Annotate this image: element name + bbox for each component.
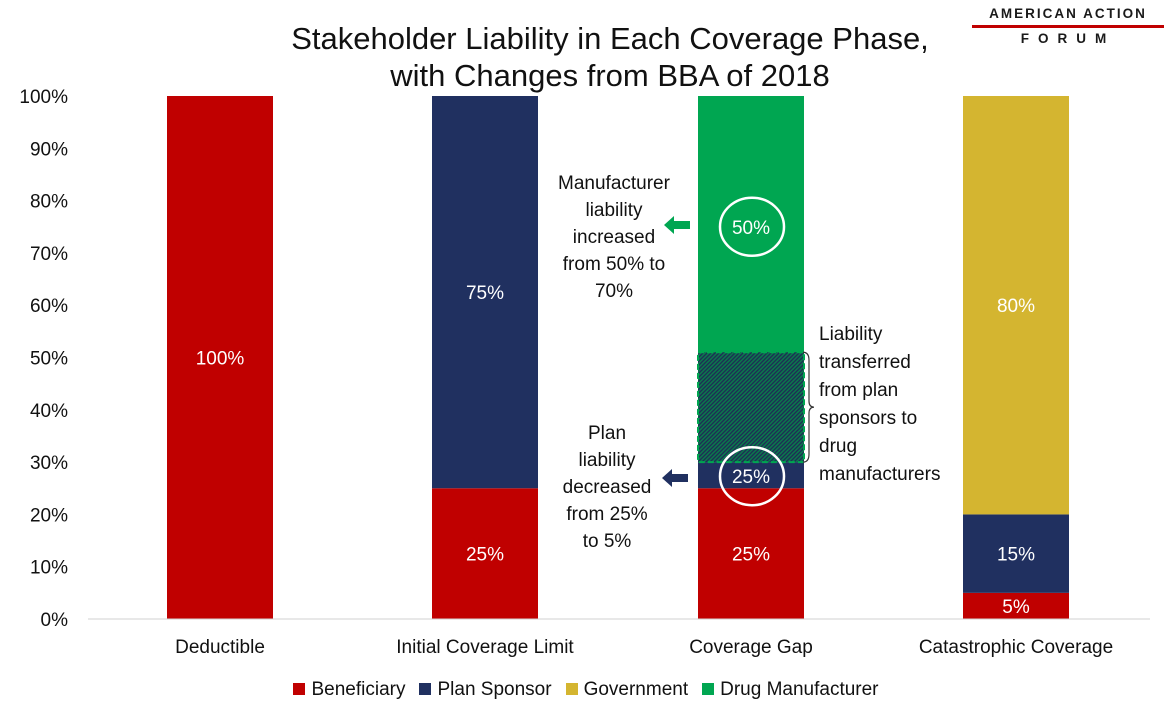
aaf-logo: AMERICAN ACTION FORUM — [972, 6, 1164, 47]
bar-segment-plan_sponsor — [963, 514, 1069, 593]
bar-segment-government — [963, 96, 1069, 515]
data-label: 5% — [1002, 597, 1030, 618]
transfer-band — [697, 351, 805, 464]
y-axis: 0% 10% 20% 30% 40% 50% 60% 70% 80% 90% 100% — [19, 87, 68, 631]
chart-title-line-1: Stakeholder Liability in Each Coverage P… — [291, 21, 929, 56]
y-tick-label: 50% — [30, 349, 68, 370]
legend-item-drug-manufacturer: Drug Manufacturer — [702, 679, 879, 701]
plan-annotation: Plan liability decreased from 25% to 5% — [563, 423, 652, 552]
y-tick-label: 20% — [30, 505, 68, 526]
logo-rule — [972, 25, 1164, 28]
data-label: 75% — [466, 283, 504, 304]
annotations: Manufacturer liability increased from 50% t… — [558, 173, 940, 552]
x-tick-label: Coverage Gap — [689, 637, 813, 658]
legend-item-plan-sponsor: Plan Sponsor — [419, 679, 552, 701]
manufacturer-annotation: Manufacturer liability increased from 50% t… — [558, 173, 671, 302]
data-label: 15% — [997, 545, 1035, 566]
y-tick-label: 10% — [30, 558, 68, 579]
x-axis: Deductible Initial Coverage Limit Coverage… — [88, 618, 1150, 658]
chart-title: Stakeholder Liability in Each Coverage P… — [250, 20, 970, 94]
x-tick-label: Initial Coverage Limit — [396, 637, 574, 658]
data-label: 50% — [732, 218, 770, 239]
transfer-annotation: Liability transferred from plan sponsors to… — [819, 324, 940, 485]
legend-label: Beneficiary — [311, 679, 406, 700]
data-label: 80% — [997, 296, 1035, 317]
bars: 100% 25% 25% 5% 75% 25% 15% 80% 50% — [167, 96, 1069, 619]
bracket — [802, 351, 815, 463]
legend-swatch — [702, 683, 715, 695]
highlight-circle-manufacturer — [718, 196, 786, 257]
y-tick-label: 80% — [30, 192, 68, 213]
bar-segment-beneficiary — [698, 488, 804, 619]
data-label: 25% — [466, 545, 504, 566]
x-tick-label: Catastrophic Coverage — [919, 637, 1113, 658]
legend-item-government: Government — [565, 679, 689, 701]
y-tick-label: 0% — [41, 610, 69, 631]
bar-segment-plan_sponsor — [432, 96, 538, 489]
legend-label: Drug Manufacturer — [720, 679, 879, 700]
legend-label: Government — [583, 679, 689, 700]
bar-segment-beneficiary — [167, 96, 273, 619]
logo-line-2: FORUM — [1020, 31, 1116, 46]
highlight-circle-plan — [718, 445, 786, 507]
y-tick-label: 70% — [30, 244, 68, 265]
legend-swatch — [419, 683, 432, 695]
arrow-left-manufacturer-icon — [664, 216, 690, 234]
y-tick-label: 30% — [30, 453, 68, 474]
bar-segment-plan_sponsor — [698, 462, 804, 489]
y-tick-label: 40% — [30, 401, 68, 422]
legend-label: Plan Sponsor — [437, 679, 552, 700]
data-label: 25% — [732, 467, 770, 488]
data-label: 25% — [732, 545, 770, 566]
legend-item-beneficiary: Beneficiary — [293, 679, 405, 701]
legend-swatch — [565, 683, 578, 695]
bar-segment-beneficiary — [432, 488, 538, 619]
legend-swatch — [293, 683, 306, 695]
bar-segment-beneficiary — [963, 592, 1069, 619]
y-tick-label: 60% — [30, 296, 68, 317]
logo-line-1: AMERICAN ACTION — [989, 6, 1147, 21]
x-tick-label: Deductible — [175, 637, 265, 658]
y-tick-label: 100% — [19, 87, 68, 108]
y-tick-label: 90% — [30, 139, 68, 160]
data-label: 100% — [196, 349, 245, 370]
legend: Beneficiary Plan Sponsor Government Drug Ma… — [0, 679, 1172, 701]
arrow-left-plan-icon — [662, 469, 688, 487]
chart-title-line-2: with Changes from BBA of 2018 — [390, 58, 830, 93]
